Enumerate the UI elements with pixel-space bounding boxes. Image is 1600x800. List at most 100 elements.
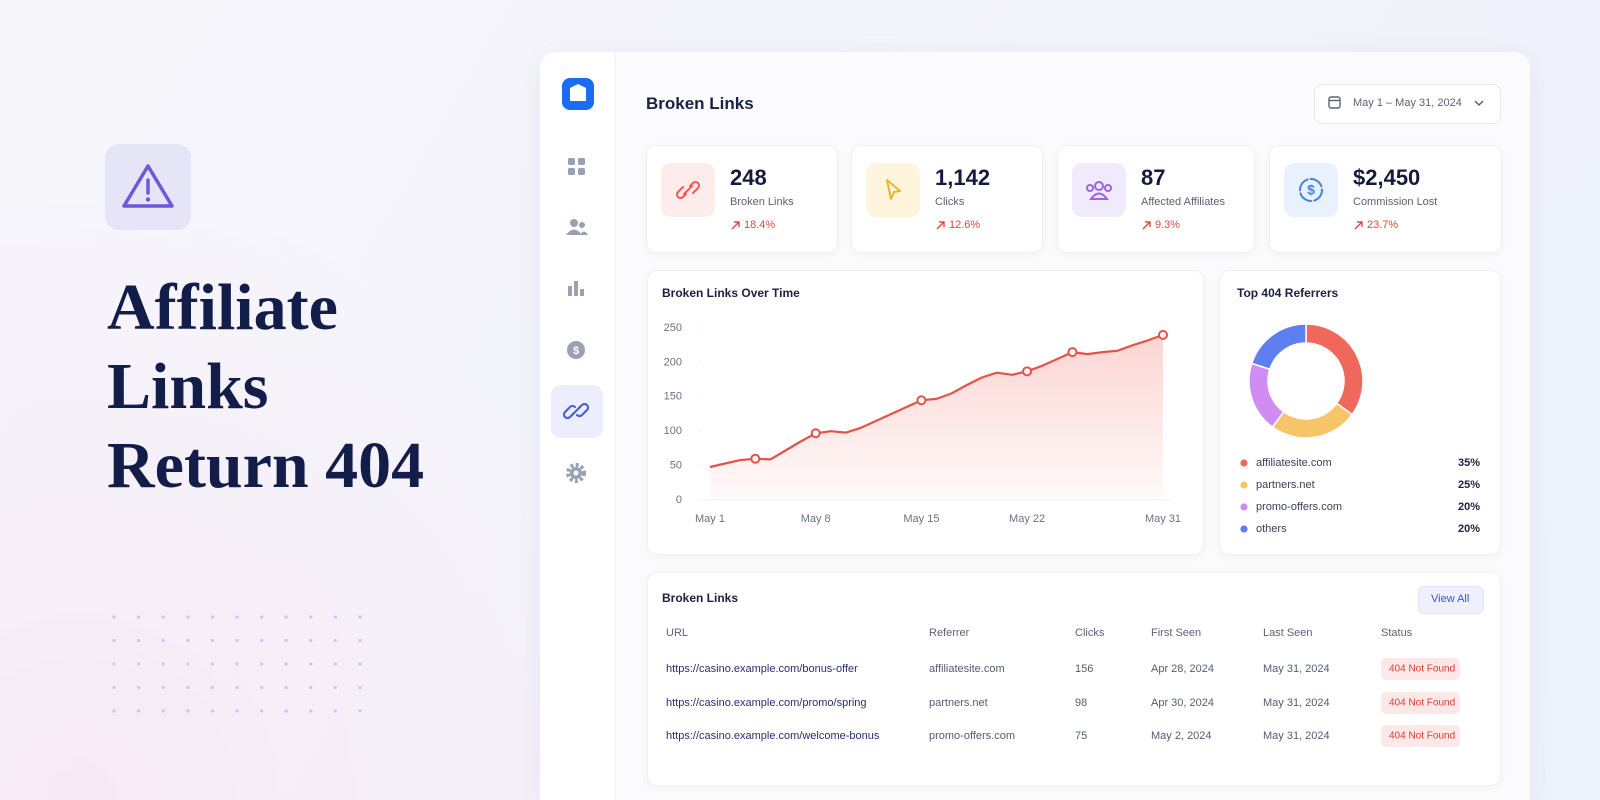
dot bbox=[333, 638, 337, 643]
kpi-value: 248 bbox=[730, 165, 767, 190]
dot bbox=[161, 615, 165, 619]
donut-chart-title: Top 404 Referrers bbox=[1237, 286, 1339, 300]
kpi-label: Commission Lost bbox=[1353, 196, 1438, 208]
kpi-icon-box bbox=[1284, 163, 1338, 217]
dot bbox=[210, 685, 214, 690]
table-cell: 156 bbox=[1075, 663, 1094, 675]
dot bbox=[309, 615, 313, 619]
url-cell: https://casino.example.com/bonus-offer bbox=[666, 663, 858, 675]
warning-badge bbox=[105, 144, 191, 230]
dot bbox=[210, 638, 214, 643]
dot bbox=[235, 615, 239, 619]
url-cell: https://casino.example.com/promo/spring bbox=[666, 696, 867, 709]
view-all-label: View All bbox=[1431, 593, 1470, 605]
kpi-value: 87 bbox=[1141, 165, 1166, 190]
dot bbox=[186, 709, 190, 713]
dot bbox=[260, 615, 264, 619]
dot bbox=[358, 615, 362, 619]
headline-line: Links bbox=[107, 350, 269, 423]
table-cell: 98 bbox=[1075, 696, 1088, 709]
table-cell: Apr 30, 2024 bbox=[1151, 696, 1214, 709]
line-chart-title: Broken Links Over Time bbox=[662, 286, 800, 300]
table-cell: May 31, 2024 bbox=[1263, 663, 1330, 675]
dot bbox=[186, 638, 190, 643]
status-text: 404 Not Found bbox=[1389, 697, 1456, 708]
donut-chart-card bbox=[1219, 270, 1501, 555]
dot bbox=[161, 638, 165, 643]
dot bbox=[186, 685, 190, 690]
kpi-label: Affected Affiliates bbox=[1141, 196, 1225, 208]
dot bbox=[333, 709, 337, 713]
kpi-value: 1,142 bbox=[935, 165, 991, 190]
dot bbox=[112, 662, 116, 666]
kpi-change: 18.4% bbox=[744, 219, 776, 231]
dot bbox=[137, 685, 141, 690]
status-badge bbox=[1381, 725, 1460, 747]
kpi-icon-box bbox=[1072, 163, 1126, 217]
headline-line: Affiliate bbox=[107, 271, 338, 344]
dot bbox=[186, 662, 190, 666]
dot bbox=[358, 662, 362, 666]
table-header: Referrer bbox=[929, 627, 970, 639]
dot bbox=[210, 709, 214, 713]
dot bbox=[235, 685, 239, 690]
kpi-label: Clicks bbox=[935, 196, 965, 208]
headline-line: Return 404 bbox=[107, 429, 425, 502]
dot bbox=[333, 615, 337, 619]
kpi-icon-box bbox=[866, 163, 920, 217]
url-cell: https://casino.example.com/welcome-bonus bbox=[666, 730, 880, 742]
kpi-change: 12.6% bbox=[949, 219, 981, 231]
line-chart-card bbox=[647, 270, 1204, 555]
dot bbox=[309, 662, 313, 666]
table-cell: 75 bbox=[1075, 730, 1088, 742]
table-cell: May 31, 2024 bbox=[1263, 696, 1330, 709]
table-cell: May 31, 2024 bbox=[1263, 730, 1330, 742]
dot bbox=[260, 662, 264, 666]
kpi-label: Broken Links bbox=[730, 196, 794, 208]
dot bbox=[210, 662, 214, 666]
dot bbox=[333, 685, 337, 690]
status-text: 404 Not Found bbox=[1389, 663, 1456, 675]
dot bbox=[309, 638, 313, 643]
dot bbox=[235, 709, 239, 713]
view-all-button[interactable] bbox=[1418, 586, 1484, 614]
table-header: Status bbox=[1381, 627, 1413, 639]
kpi-icon-box bbox=[661, 163, 715, 217]
dot bbox=[284, 685, 288, 690]
dot bbox=[309, 709, 313, 713]
headline: Affiliate Links Return 404 bbox=[107, 268, 424, 505]
date-range: May 1 – May 31, 2024 bbox=[1353, 97, 1462, 109]
nav-active bbox=[551, 385, 603, 438]
status-text: 404 Not Found bbox=[1389, 730, 1456, 742]
date-picker[interactable] bbox=[1314, 84, 1501, 124]
table-cell: affiliatesite.com bbox=[929, 663, 1005, 675]
dot bbox=[260, 638, 264, 643]
status-badge bbox=[1381, 658, 1460, 680]
status-badge bbox=[1381, 691, 1460, 714]
table-header: First Seen bbox=[1151, 627, 1202, 639]
dot bbox=[210, 615, 214, 619]
dot bbox=[161, 685, 165, 690]
dot bbox=[186, 615, 190, 619]
dot bbox=[260, 709, 264, 713]
kpi-value: $2,450 bbox=[1353, 165, 1421, 190]
dot bbox=[309, 685, 313, 690]
table-cell: promo-offers.com bbox=[929, 730, 1015, 742]
kpi-change: 23.7% bbox=[1367, 219, 1399, 231]
dot bbox=[137, 615, 141, 619]
dot bbox=[333, 662, 337, 666]
table-cell: partners.net bbox=[929, 696, 988, 709]
dot bbox=[161, 662, 165, 666]
dot bbox=[112, 685, 116, 690]
dot bbox=[137, 709, 141, 713]
table-cell: May 2, 2024 bbox=[1151, 730, 1212, 742]
warning-icon bbox=[122, 164, 174, 208]
page-title: Broken Links bbox=[646, 94, 754, 113]
dot bbox=[112, 709, 116, 713]
dot bbox=[260, 685, 264, 690]
dot bbox=[137, 638, 141, 643]
kpi-change: 9.3% bbox=[1155, 219, 1181, 231]
dot bbox=[284, 709, 288, 713]
dot bbox=[161, 709, 165, 713]
